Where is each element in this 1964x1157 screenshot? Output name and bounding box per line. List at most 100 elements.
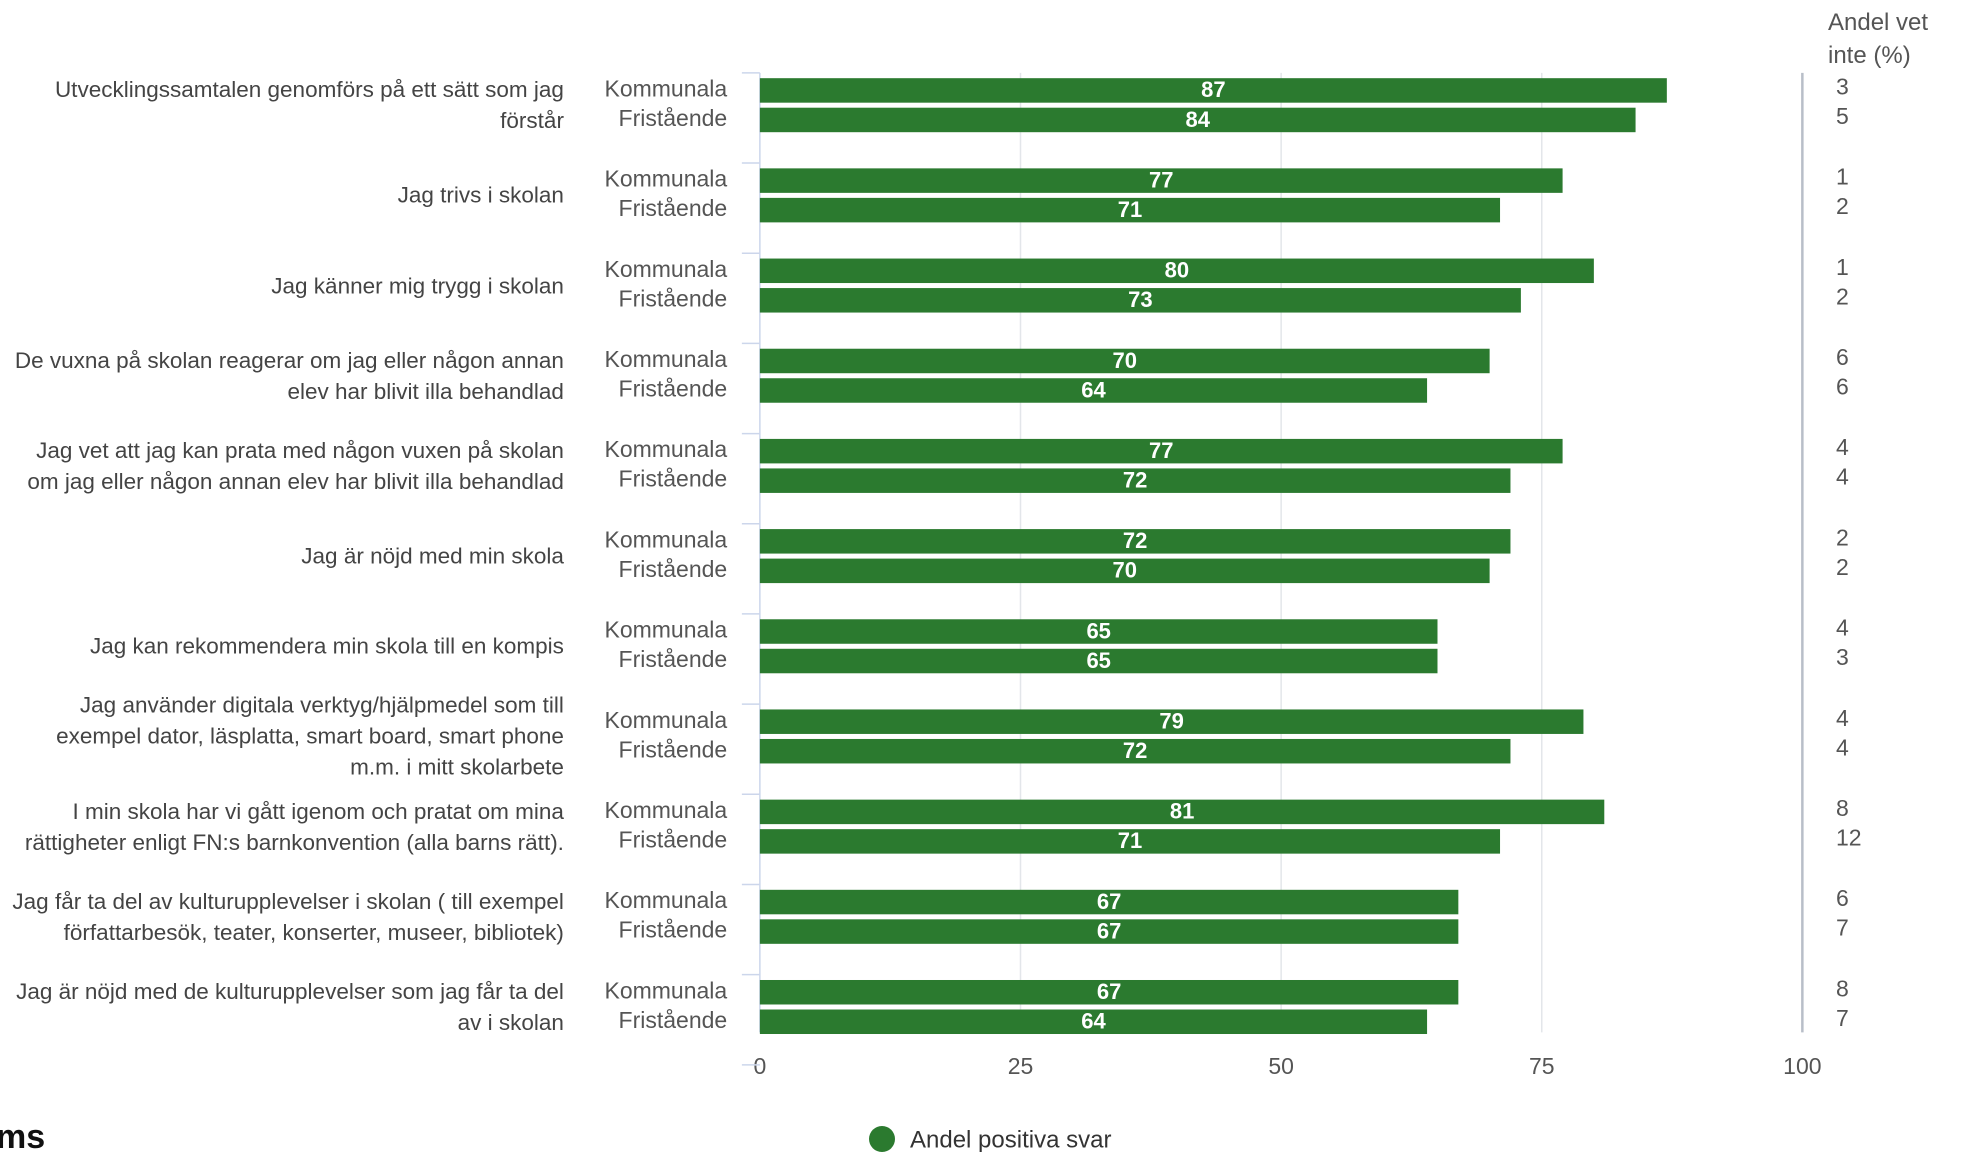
group-label: Kommunala [604, 887, 727, 913]
group-label: Kommunala [604, 707, 727, 733]
bar [759, 889, 1459, 915]
dont-know-value: 4 [1836, 705, 1849, 731]
bar [759, 829, 1501, 854]
group-label: Fristående [619, 917, 728, 943]
x-tick-label: 0 [753, 1053, 766, 1079]
group-label: Kommunala [604, 256, 727, 282]
group-label: Fristående [619, 736, 728, 762]
category-label: Utvecklingssamtalen genomförs på ett sät… [54, 77, 564, 134]
value-label: 77 [1149, 167, 1173, 192]
dont-know-value: 4 [1836, 615, 1849, 641]
value-label: 65 [1086, 648, 1110, 673]
category-label: Jag känner mig trygg i skolan [271, 273, 564, 299]
bar [759, 348, 1490, 374]
dont-know-value: 2 [1836, 193, 1849, 219]
category-label: Jag kan rekommendera min skola till en k… [89, 633, 564, 659]
dont-know-value: 4 [1836, 464, 1849, 490]
group-label: Kommunala [604, 617, 727, 643]
group-label: Kommunala [604, 797, 727, 823]
dont-know-value: 7 [1836, 1005, 1849, 1031]
bar [759, 197, 1501, 223]
category-label: Jag är nöjd med de kulturupplevelser som… [16, 978, 564, 1035]
group-label: Kommunala [604, 76, 727, 102]
category-label: Jag får ta del av kulturupplevelser i sk… [12, 888, 564, 945]
group-label: Fristående [619, 376, 728, 402]
bar [759, 709, 1584, 734]
legend-label: Andel positiva svar [910, 1126, 1111, 1152]
value-label: 73 [1128, 287, 1152, 312]
dont-know-value: 6 [1836, 344, 1849, 370]
group-label: Kommunala [604, 166, 727, 192]
x-tick-label: 25 [1008, 1053, 1034, 1079]
legend-marker [869, 1126, 895, 1152]
dont-know-value: 2 [1836, 524, 1849, 550]
value-label: 77 [1149, 438, 1173, 463]
group-label: Kommunala [604, 526, 727, 552]
bar [759, 979, 1459, 1005]
value-label: 64 [1081, 1009, 1106, 1034]
group-label: Fristående [619, 195, 728, 221]
bar [759, 168, 1563, 193]
cut-off-text: ms [0, 1118, 46, 1156]
group-label: Fristående [619, 1007, 728, 1033]
value-label: 67 [1097, 979, 1121, 1004]
dont-know-value: 6 [1836, 374, 1849, 400]
value-label: 64 [1081, 377, 1106, 402]
bar [759, 258, 1594, 284]
value-label: 84 [1185, 107, 1210, 132]
category-label: De vuxna på skolan reagerar om jag eller… [14, 347, 564, 404]
value-label: 72 [1123, 528, 1147, 553]
dont-know-value: 1 [1836, 254, 1849, 280]
group-label: Fristående [619, 285, 728, 311]
dont-know-value: 5 [1836, 103, 1849, 129]
dont-know-value: 8 [1836, 795, 1849, 821]
value-label: 72 [1123, 738, 1147, 763]
value-label: 80 [1165, 258, 1189, 283]
bar [759, 288, 1521, 313]
bar [759, 438, 1563, 464]
bar [759, 529, 1511, 554]
dont-know-value: 6 [1836, 885, 1849, 911]
bar [759, 1009, 1428, 1035]
bar [759, 468, 1511, 493]
group-label: Kommunala [604, 346, 727, 372]
dont-know-value: 2 [1836, 283, 1849, 309]
category-label: Jag trivs i skolan [397, 182, 564, 208]
value-label: 67 [1097, 889, 1121, 914]
value-label: 72 [1123, 467, 1147, 492]
dont-know-value: 4 [1836, 434, 1849, 460]
value-label: 70 [1113, 348, 1137, 373]
dont-know-value: 2 [1836, 554, 1849, 580]
category-label: I min skola har vi gått igenom och prata… [24, 798, 564, 855]
bar [759, 558, 1490, 584]
value-label: 67 [1097, 918, 1121, 943]
bar [759, 107, 1636, 133]
bar [759, 78, 1667, 103]
bar [759, 799, 1605, 825]
dont-know-value: 12 [1836, 824, 1862, 850]
value-label: 71 [1118, 828, 1142, 853]
value-label: 81 [1170, 799, 1194, 824]
group-label: Fristående [619, 105, 728, 131]
category-label: Jag använder digitala verktyg/hjälpmedel… [56, 692, 564, 780]
dont-know-header: Andel vet inte (%) [1828, 9, 1929, 69]
dont-know-value: 1 [1836, 164, 1849, 190]
value-label: 70 [1113, 558, 1137, 583]
group-label: Fristående [619, 646, 728, 672]
dont-know-value: 7 [1836, 915, 1849, 941]
dont-know-value: 4 [1836, 734, 1849, 760]
bar [759, 738, 1511, 764]
group-label: Kommunala [604, 977, 727, 1003]
value-label: 79 [1159, 709, 1183, 734]
dont-know-value: 3 [1836, 74, 1849, 100]
dont-know-value: 8 [1836, 975, 1849, 1001]
value-label: 71 [1118, 197, 1142, 222]
x-tick-label: 50 [1268, 1053, 1294, 1079]
category-label: Jag är nöjd med min skola [301, 543, 564, 569]
bar [759, 919, 1459, 944]
category-label: Jag vet att jag kan prata med någon vuxe… [27, 437, 564, 494]
x-tick-label: 100 [1783, 1053, 1821, 1079]
x-tick-label: 75 [1529, 1053, 1555, 1079]
